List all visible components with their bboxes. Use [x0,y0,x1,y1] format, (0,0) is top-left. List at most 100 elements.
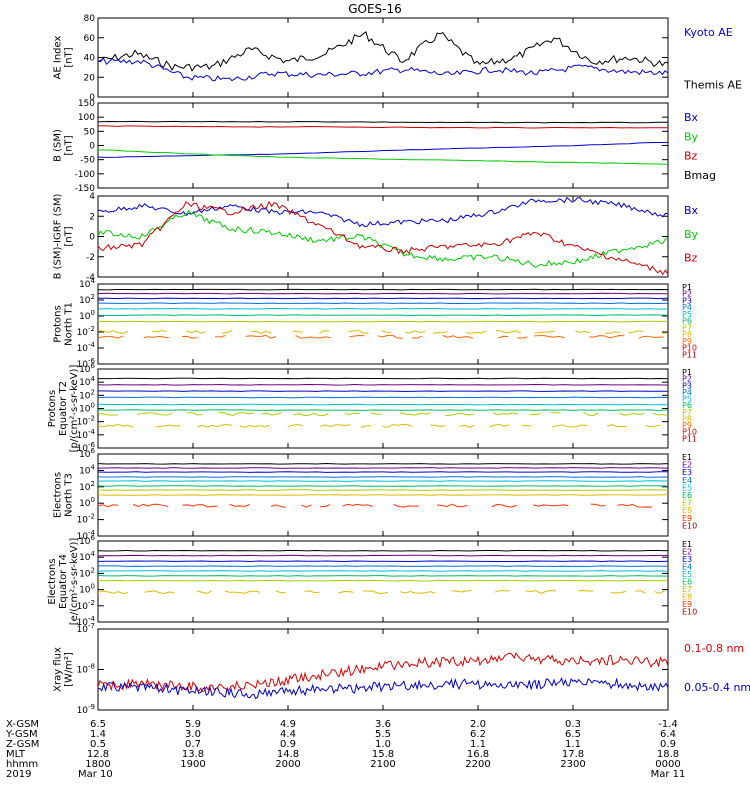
legend-p2: P7 [682,408,692,417]
y-axis-label-db: B (SM)-IGRF (SM) [53,194,64,280]
trace-p1-5 [97,308,669,310]
y-tick-label-p1: 102 [79,293,95,306]
trace-e1-9 [182,504,218,508]
legend-e2: E8 [682,593,692,602]
trace-e2-8 [224,590,261,594]
panel-frame-xr [97,628,669,711]
footer-label: Y-GSM [5,729,38,740]
footer-value: Mar 11 [651,769,686,780]
trace-e1-9 [393,503,419,508]
panel-frame-p2 [97,368,669,449]
y-tick-label-b: -150 [75,184,96,194]
trace-p1-9 [589,334,625,339]
trace-bmag [97,120,669,124]
trace-p1-9 [97,335,124,339]
trace-e2-8 [97,590,129,595]
legend-p1: P6 [682,317,692,326]
trace-e2-6 [97,575,669,577]
trace-e1-9 [437,503,468,508]
footer-value: 4.4 [280,729,296,740]
trace-p1-9 [215,335,226,338]
legend-xr: 0.1-0.8 nm [684,642,744,655]
legend-e2: E3 [682,555,692,564]
legend-p1: P2 [682,290,692,299]
legend-p2: P11 [682,434,697,443]
trace-p2-8 [155,424,181,428]
footer-value: 1800 [85,759,110,770]
y-tick-label-e1: 10-4 [77,529,96,542]
y-tick-label-ae: 40 [84,54,96,64]
legend-p1: P1 [682,283,692,292]
trace-p2-7 [530,412,541,416]
footer-value: 1.4 [90,729,106,740]
trace-e1-4 [97,476,669,478]
footer-label: X-GSM [6,719,39,730]
y-tick-label-e2: 10-2 [77,599,95,612]
trace-p2-8 [430,424,446,428]
trace-p1-8 [575,330,591,334]
footer-label: Z-GSM [6,739,39,750]
trace-p1-9 [442,334,473,339]
trace-e2-8 [578,590,594,592]
trace-themis-ae [97,31,669,72]
trace-p1-9 [143,335,169,339]
trace-e1-7 [97,489,669,491]
trace-p2-8 [645,424,661,428]
y-tick-label-e2: 106 [79,534,95,547]
trace-bx [97,141,669,158]
trace-p1-7 [97,320,669,323]
trace-e2-8 [611,590,627,594]
legend-b: By [684,130,699,143]
trace-e2-3 [97,560,669,563]
trace-e1-9 [301,504,312,508]
trace-p1-8 [466,330,487,334]
panel-frame-db [97,195,669,278]
trace-p2-4 [97,396,669,399]
trace-dbx [97,196,669,228]
trace-p2-7 [293,412,329,416]
y-tick-label-db: -4 [86,273,95,283]
y-axis-label-p2: Protons [47,390,58,427]
y-axis-label-db: [nT] [64,226,75,246]
y-tick-label-b: 150 [78,99,95,109]
trace-e2-4 [97,565,669,567]
legend-p2: P9 [682,421,692,430]
y-axis-label-ae: AE Index [53,35,64,79]
y-tick-label-p1: 10-2 [77,325,95,338]
footer-value: 18.8 [657,749,679,760]
trace-p2-8 [97,423,134,428]
footer-value: 2100 [370,759,395,770]
y-tick-label-p1: 104 [79,277,95,290]
trace-p2-7 [652,412,668,416]
trace-e1-9 [590,503,606,507]
y-axis-label-e2: Equator T4 [58,554,69,609]
footer-value: 0.9 [660,739,676,750]
trace-p2-8 [239,424,270,428]
y-axis-label-b: B (SM) [53,129,64,162]
legend-db: Bx [684,204,699,217]
y-tick-label-b: 100 [78,113,95,123]
y-axis-label-e2: Electrons [47,558,58,604]
legend-p2: P10 [682,428,697,437]
trace-p1-8 [97,330,129,335]
legend-e2: E6 [682,578,692,587]
trace-e2-8 [400,590,436,594]
trace-e2-8 [144,590,175,594]
trace-e2-8 [494,590,511,593]
footer-value: 2.0 [470,719,486,730]
footer-value: 4.9 [280,719,296,730]
footer-value: 1900 [180,759,205,770]
legend-e1: E9 [682,514,692,523]
trace-p2-7 [370,412,381,415]
trace-e2-8 [451,590,472,593]
trace-e1-9 [342,503,373,507]
legend-e1: E4 [682,476,692,485]
trace-kyoto-ae [97,57,669,82]
trace-p1-9 [638,335,664,339]
footer-label: 2019 [6,769,31,780]
footer-value: 2000 [275,759,300,770]
footer-value: 0.9 [280,739,296,750]
trace-e2-8 [525,590,556,594]
